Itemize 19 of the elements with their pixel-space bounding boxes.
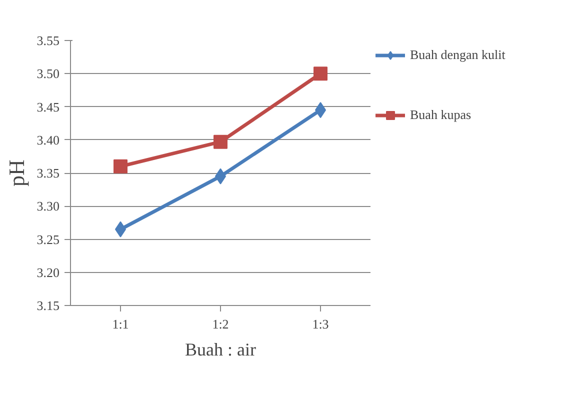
y-tick-label: 3.15 xyxy=(36,298,60,313)
legend-label: Buah dengan kulit xyxy=(410,47,506,63)
y-tick-label: 3.45 xyxy=(36,99,60,114)
x-tick-label: 1:3 xyxy=(312,316,329,332)
x-axis-title: Buah : air xyxy=(185,340,256,360)
y-tick-label: 3.30 xyxy=(36,198,60,214)
y-tick-label: 3.50 xyxy=(36,66,60,82)
point xyxy=(114,159,128,174)
legend-label: Buah kupas xyxy=(410,107,472,123)
y-tick-label: 3.25 xyxy=(36,232,60,247)
y-tick-label: 3.35 xyxy=(36,166,60,180)
point xyxy=(214,134,228,149)
x-tick-label: 1:1 xyxy=(112,316,129,332)
point xyxy=(314,66,328,81)
x-tick-label: 1:2 xyxy=(212,316,229,332)
y-axis-title: pH xyxy=(4,159,29,186)
y-tick-label: 3.20 xyxy=(36,264,60,280)
y-tick-label: 3.55 xyxy=(36,33,60,48)
y-tick-label: 3.40 xyxy=(36,132,60,148)
